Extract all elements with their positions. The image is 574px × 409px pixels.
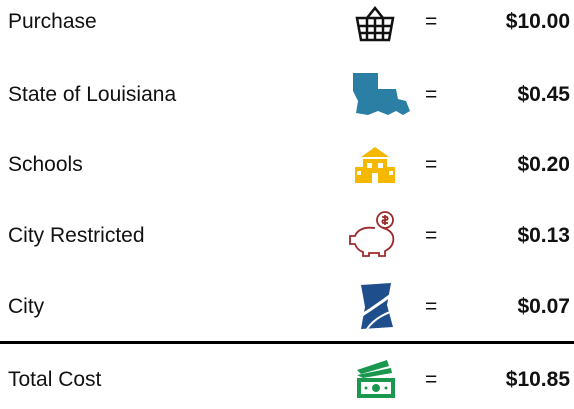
louisiana-icon <box>353 73 410 115</box>
equals-sign: = <box>425 153 438 176</box>
equals-sign: = <box>425 295 438 318</box>
row-label: Total Cost <box>8 368 102 391</box>
row: Schools = $0.20 <box>0 145 574 185</box>
row-label: Purchase <box>8 10 97 33</box>
amount: $0.13 <box>517 224 570 247</box>
amount: $10.00 <box>505 10 570 33</box>
piggy-bank-icon <box>349 211 395 257</box>
equals-sign: = <box>425 10 438 33</box>
row-label: Schools <box>8 153 83 176</box>
amount: $0.45 <box>517 83 570 106</box>
row: City = $0.07 <box>0 283 574 330</box>
row: State of Louisiana = $0.45 <box>0 73 574 115</box>
row: Total Cost = $10.85 <box>0 360 574 400</box>
money-icon <box>357 360 395 398</box>
equals-sign: = <box>425 83 438 106</box>
basket-icon <box>355 5 395 42</box>
amount: $0.07 <box>517 295 570 318</box>
row-label: State of Louisiana <box>8 83 177 106</box>
row-label: City Restricted <box>8 224 145 247</box>
equals-sign: = <box>425 368 438 391</box>
amount: $0.20 <box>517 153 570 176</box>
city-icon <box>358 283 394 330</box>
school-icon <box>355 147 395 183</box>
amount: $10.85 <box>505 368 570 391</box>
row-label: City <box>8 295 45 318</box>
total-rule <box>0 341 574 344</box>
row: Purchase = $10.00 <box>0 2 574 42</box>
equals-sign: = <box>425 224 438 247</box>
row: City Restricted = $0.13 <box>0 211 574 257</box>
